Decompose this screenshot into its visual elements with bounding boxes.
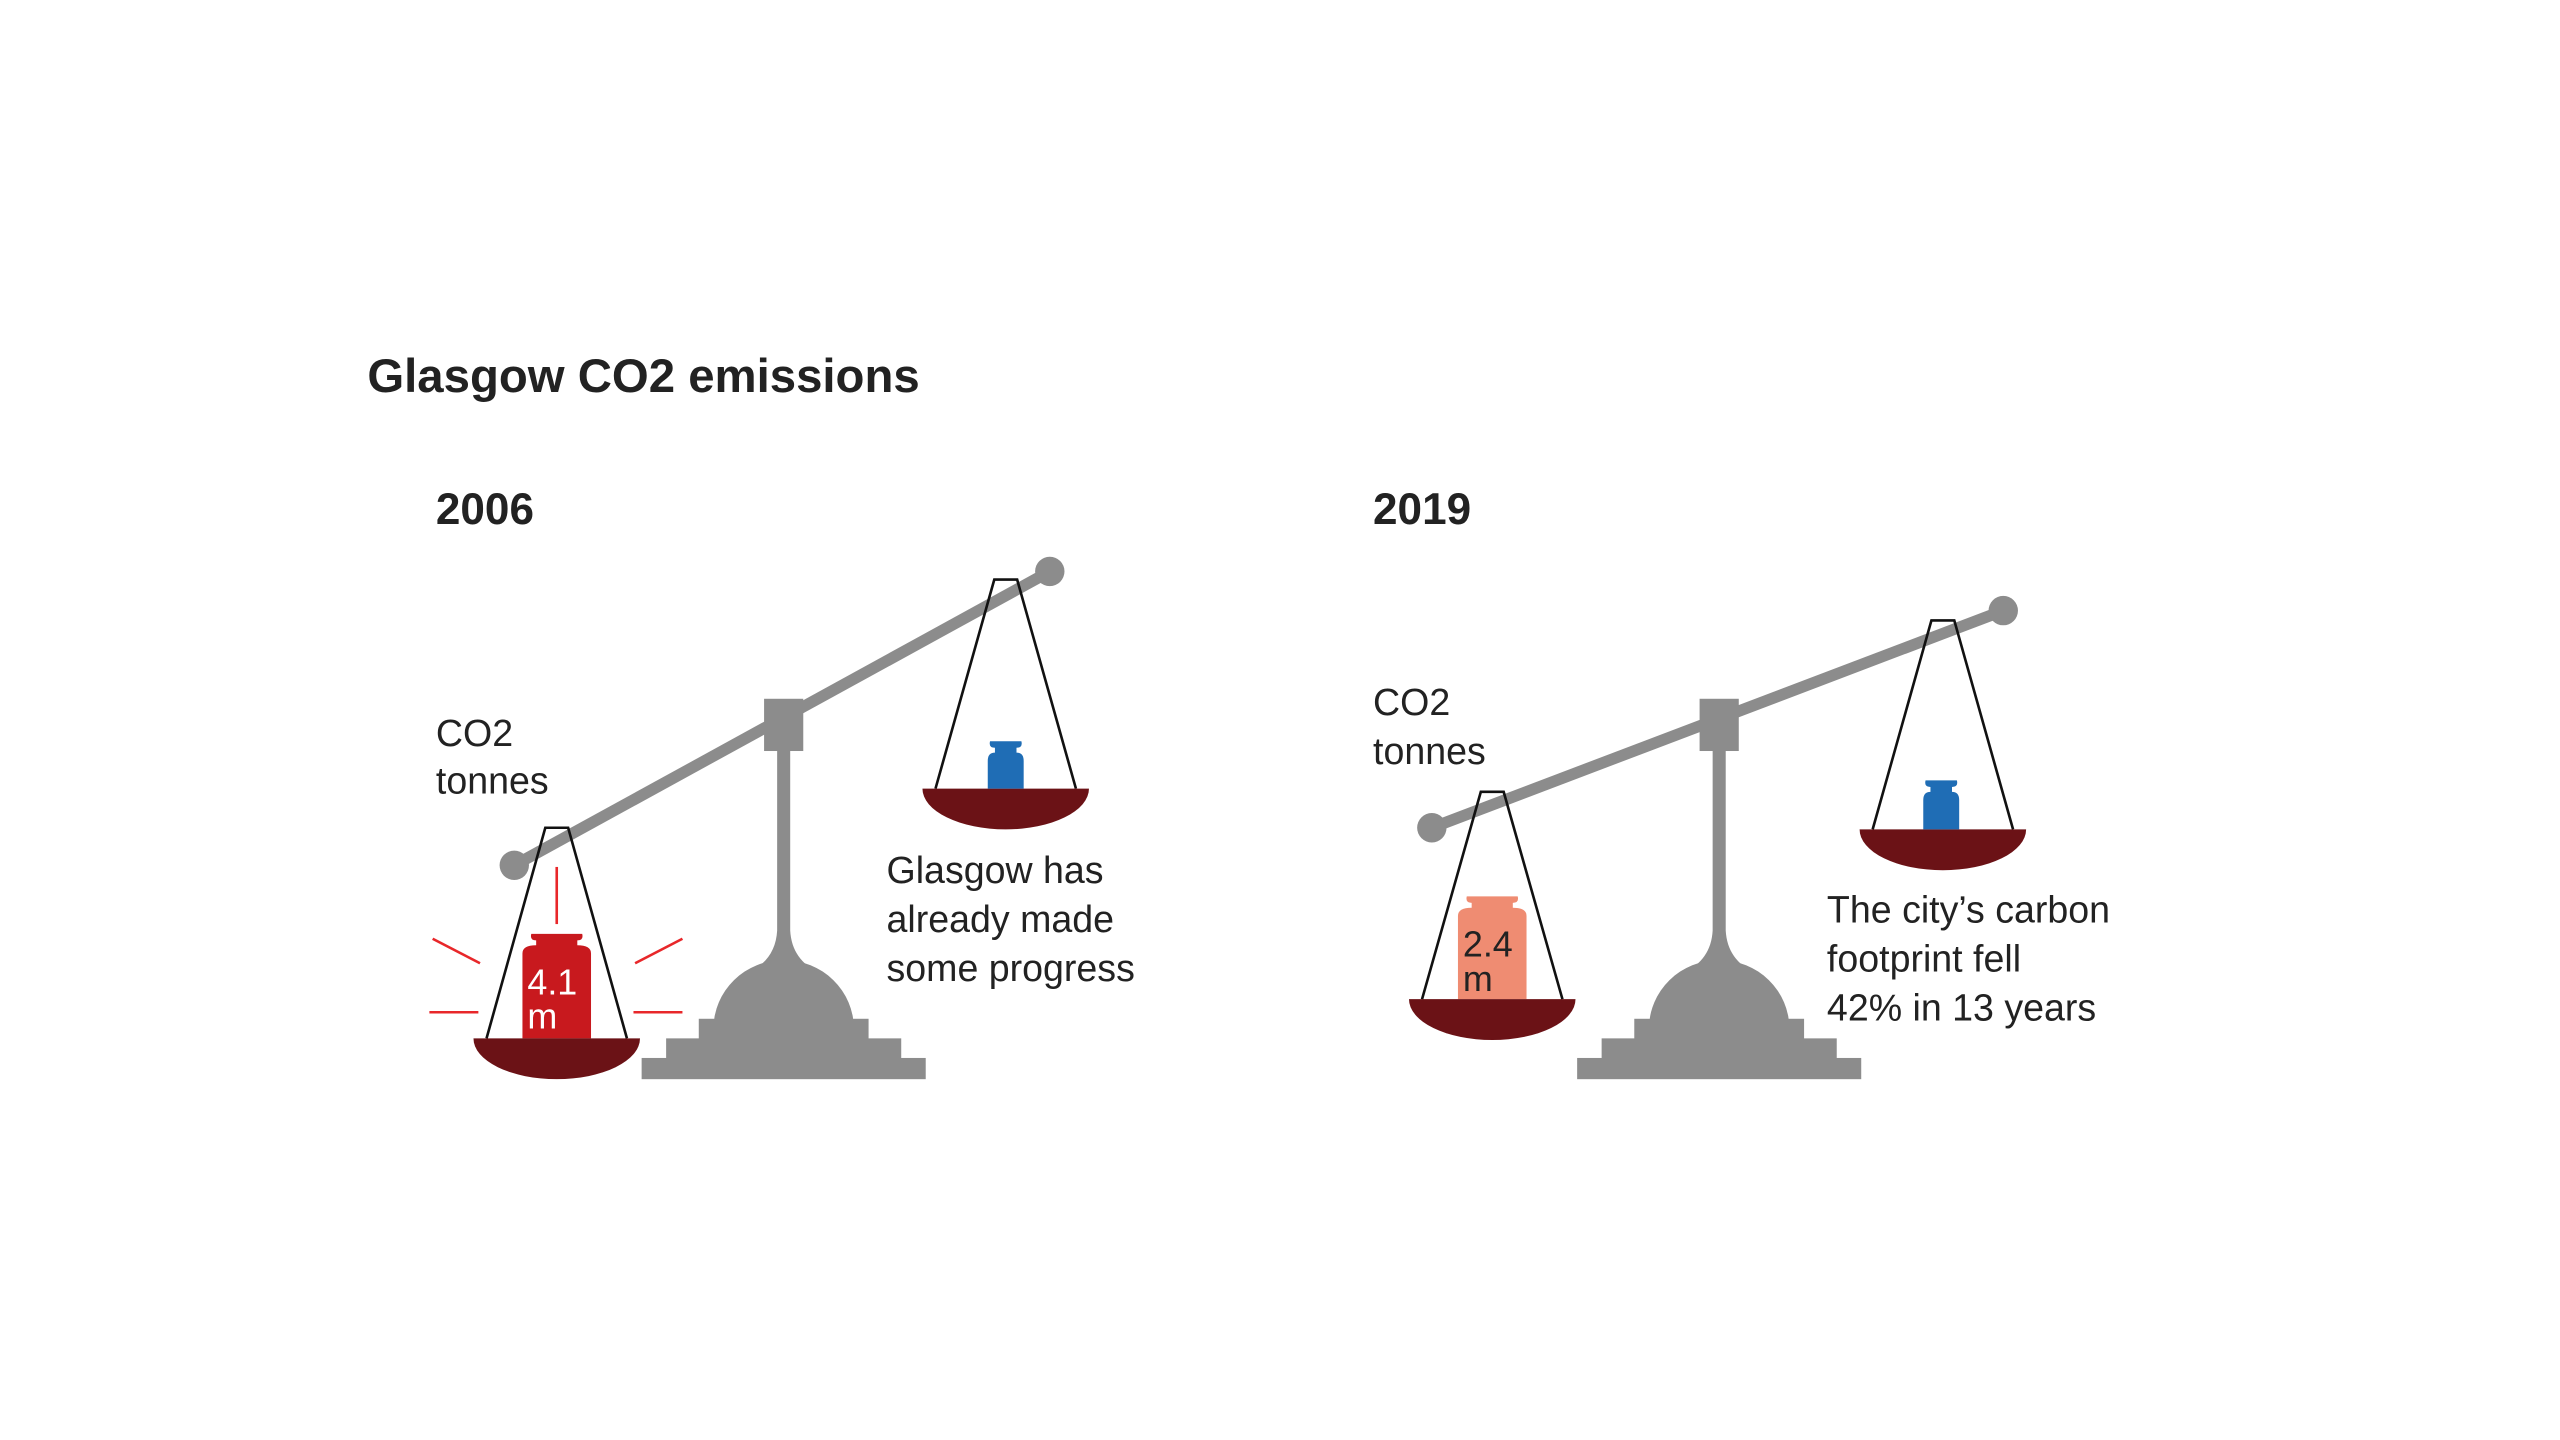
beam-end: [1035, 556, 1065, 587]
caption: footprint fell: [1827, 937, 2021, 979]
scales-artwork: [429, 556, 2027, 1080]
pan: [1408, 999, 1576, 1040]
caption: The city’s carbon: [1827, 888, 2110, 930]
pan-strings: [934, 578, 1078, 789]
scale-base: [1577, 1057, 1862, 1080]
weight: [1457, 896, 1527, 1000]
pan-strings: [1871, 619, 2015, 830]
beam-end: [1417, 813, 1447, 843]
pan: [473, 1038, 640, 1080]
pan: [1859, 829, 2027, 871]
scale-post: [1683, 751, 1756, 974]
weight-label: 2.4: [1463, 924, 1513, 965]
weight: [522, 933, 592, 1039]
unit-label: CO2: [436, 712, 513, 754]
pan-strings: [485, 826, 629, 1039]
unit-label: CO2: [1373, 681, 1450, 723]
weight-label: m: [527, 996, 557, 1037]
scale-pivot: [1699, 698, 1739, 752]
scale-pivot: [764, 698, 804, 752]
caption: some progress: [887, 947, 1135, 989]
caption: already made: [887, 898, 1115, 940]
year: 2019: [1373, 485, 1471, 534]
caption: Glasgow has: [887, 849, 1104, 891]
weight: [1923, 780, 1960, 830]
alarm-ray: [432, 937, 481, 965]
year: 2006: [436, 485, 534, 534]
scale-base: [1601, 1038, 1837, 1060]
scale-post: [747, 751, 820, 974]
beam-end: [499, 850, 529, 880]
scale-dome: [1648, 960, 1790, 1029]
weight-label: 4.1: [527, 961, 577, 1002]
pan: [922, 788, 1089, 830]
pan-strings: [1420, 790, 1564, 1000]
scale-base: [641, 1057, 926, 1080]
scale-base: [666, 1038, 902, 1060]
weight: [987, 741, 1024, 789]
caption: 42% in 13 years: [1827, 986, 2096, 1028]
unit-label: tonnes: [436, 759, 549, 801]
unit-label: tonnes: [1373, 730, 1486, 772]
weight-label: m: [1463, 958, 1493, 999]
scale-dome: [713, 960, 854, 1029]
title: Glasgow CO2 emissions: [367, 350, 919, 403]
beam-end: [1988, 595, 2018, 626]
alarm-ray: [634, 937, 684, 965]
